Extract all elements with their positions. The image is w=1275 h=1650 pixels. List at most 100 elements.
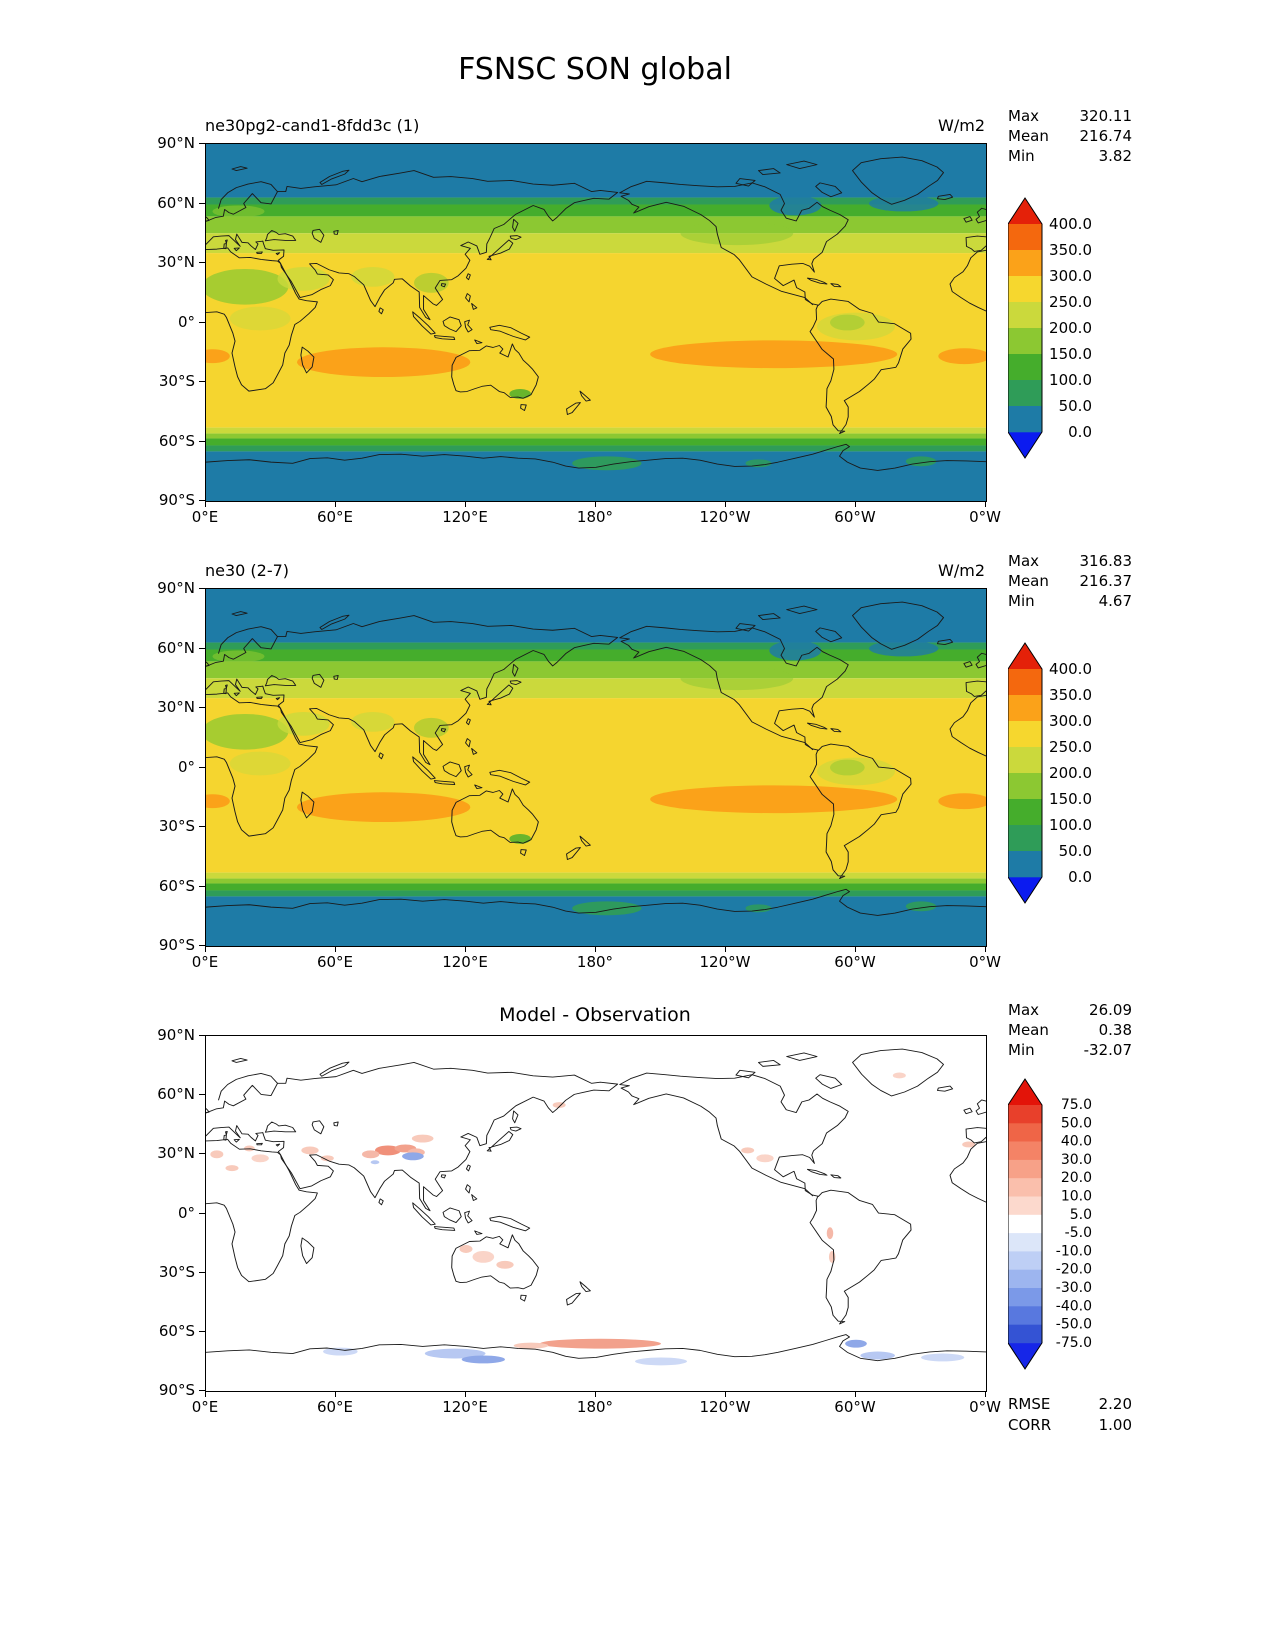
colorbar-tick-label: 250.0 [1049,738,1092,756]
stat-value: 4.67 [1098,592,1132,610]
stat-label: Min [1008,592,1035,610]
colorbar-segment [1008,224,1042,251]
colorbar-segment [1008,354,1042,381]
colorbar-tick-label: 20.0 [1061,1170,1092,1186]
lat-tick-label: 60°S [158,876,195,895]
colorbar-panel-1: 400.0 350.0 300.0 250.0 200.0 150.0 100.0 50.0 0… [1008,197,1092,459]
lat-tick-label: 90°S [158,1381,195,1399]
stat-value: 3.82 [1098,147,1132,165]
colorbar-segment [1008,1178,1042,1197]
colorbar-arrow-up [1008,1079,1042,1105]
axis-tick [199,945,205,946]
colorbar-segment [1008,1306,1042,1325]
colorbar-segment [1008,851,1042,878]
lon-tick-label: 120°E [442,1398,488,1416]
stat-row: CORR 1.00 [1008,1415,1132,1436]
lat-tick-label: 60°S [158,1321,195,1340]
lat-tick-label: 90°N [157,1026,195,1044]
colorbar-tick-label: 5.0 [1070,1207,1092,1223]
colorbar-arrow-down [1008,877,1042,903]
lat-tick-label: 0° [177,1203,195,1222]
colorbar-segment [1008,825,1042,852]
colorbar-segment [1008,1214,1042,1234]
lat-tick-label: 60°S [158,431,195,450]
colorbar-tick-label: 0.0 [1068,423,1092,441]
axis-tick [595,1391,596,1397]
lon-tick-label: 60°E [316,1398,354,1416]
axis-tick [985,946,986,952]
lat-tick-label: 90°N [157,134,195,152]
panel2-subtitle: ne30 (2-7) [205,561,290,580]
lon-tick-label: 0°E [191,1398,219,1416]
colorbar-segment [1008,799,1042,826]
lat-tick-label: 90°S [158,936,195,954]
colorbar-segment [1008,250,1042,277]
axis-tick [855,501,856,507]
lat-tick-label: 30°N [157,1144,195,1163]
lon-tick-label: 60°W [834,953,876,971]
stat-row: Min -32.07 [1008,1040,1132,1060]
colorbar-arrow-up [1008,198,1042,224]
axis-tick [199,1035,205,1036]
axis-tick [725,501,726,507]
colorbar-panel-2: 400.0 350.0 300.0 250.0 200.0 150.0 100.0 50.0 0… [1008,642,1092,904]
colorbar-segment [1008,1251,1042,1270]
axis-tick [199,143,205,144]
lat-tick-label: 30°S [158,1262,195,1281]
axis-tick [985,501,986,507]
colorbar-tick-label: 100.0 [1049,816,1092,834]
stat-value: 216.74 [1079,127,1133,145]
axis-tick [199,440,205,442]
colorbar-segment [1008,1141,1042,1161]
panel3-stats: Max 26.09 Mean 0.38 Min -32.07 [1008,1000,1132,1060]
colorbar-segment [1008,406,1042,433]
colorbar-tick-label: 350.0 [1049,686,1092,704]
colorbar-segment [1008,747,1042,774]
lon-tick-label: 180° [576,953,614,971]
axis-tick [199,202,205,204]
axis-tick [855,1391,856,1397]
axis-tick [199,588,205,589]
axis-tick [199,766,205,768]
colorbar-tick-label: -30.0 [1056,1280,1092,1296]
lon-tick-label: 0°W [969,953,1001,971]
colorbar-segment [1008,328,1042,355]
lon-tick-label: 60°W [834,1398,876,1416]
lat-tick-label: 90°S [158,491,195,509]
colorbar-tick-label: 200.0 [1049,764,1092,782]
colorbar-segment [1008,1196,1042,1216]
axis-tick [199,381,205,382]
colorbar-tick-label: 150.0 [1049,345,1092,363]
colorbar-tick-label: 100.0 [1049,371,1092,389]
stat-label: CORR [1008,1416,1052,1434]
axis-tick [199,647,205,649]
axis-tick [335,1391,336,1397]
colorbar-segment [1008,276,1042,303]
stat-value: 216.37 [1079,572,1133,590]
panel1-units: W/m2 [938,116,985,135]
lon-tick-label: 0°W [969,1398,1001,1416]
colorbar-segment [1008,1324,1042,1344]
panel1-stats: Max 320.11 Mean 216.74 Min 3.82 [1008,106,1132,166]
axis-tick [199,826,205,827]
colorbar-segment [1008,669,1042,696]
panel3-subtitle: Model - Observation [499,1004,691,1026]
panel2-units: W/m2 [938,561,985,580]
colorbar-tick-label: -5.0 [1065,1225,1092,1241]
colorbar-tick-label: 200.0 [1049,319,1092,337]
colorbar-segment [1008,1105,1042,1124]
colorbar-segment [1008,1123,1042,1142]
colorbar-tick-label: 0.0 [1068,868,1092,886]
axis-tick [205,946,206,952]
stat-label: Mean [1008,127,1049,145]
stat-label: Mean [1008,572,1049,590]
axis-tick [725,946,726,952]
colorbar-tick-label: 75.0 [1061,1097,1092,1113]
lat-tick-label: 60°N [157,193,195,212]
colorbar-tick-label: 10.0 [1061,1189,1092,1205]
colorbar-segment [1008,1269,1042,1289]
stat-label: Mean [1008,1021,1049,1039]
lon-tick-label: 60°E [316,953,354,971]
colorbar-tick-label: 400.0 [1049,215,1092,233]
